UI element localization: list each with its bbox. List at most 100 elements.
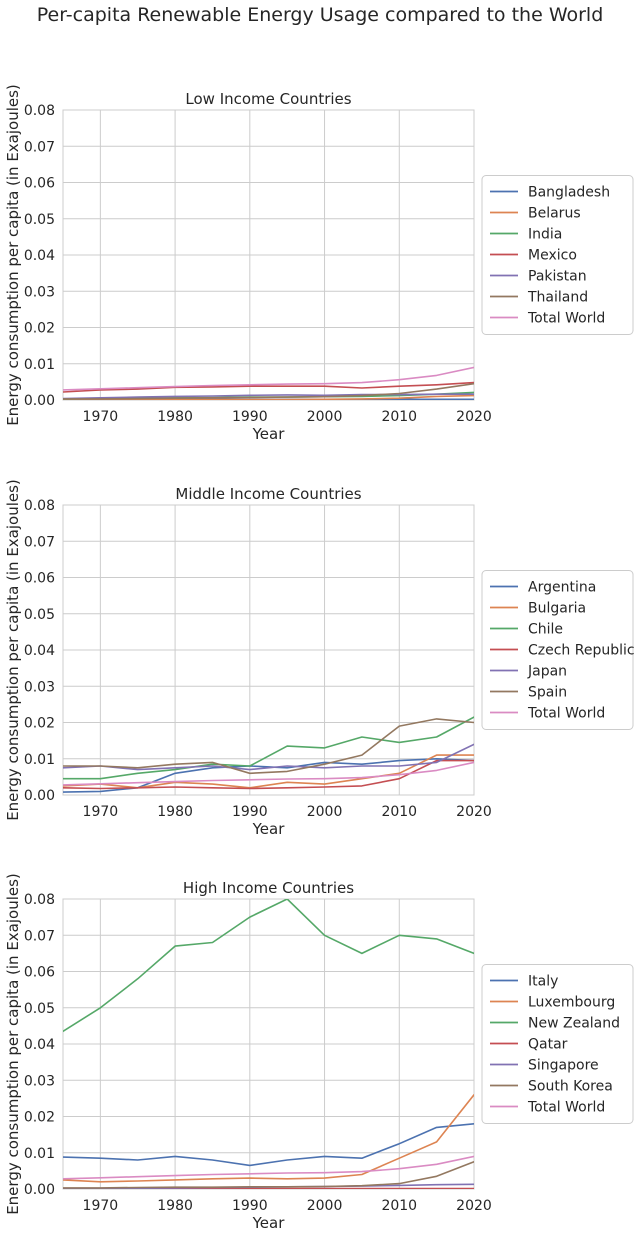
y-tick-label: 0.06 (24, 571, 55, 587)
x-tick-label: 2020 (456, 804, 492, 820)
chart-panel-2: 0.00 0.01 0.02 0.03 0.04 0.05 0.06 0.07 0.08 1970… (4, 479, 635, 838)
y-tick-label: 0.04 (24, 1037, 55, 1053)
y-tick-label: 0.01 (24, 752, 55, 768)
series-line-thailand (63, 382, 474, 400)
x-tick-label: 2000 (307, 1198, 343, 1214)
x-tick-label: 1990 (232, 409, 268, 425)
x-tick-label: 1970 (83, 804, 119, 820)
legend-label: Total World (527, 706, 605, 722)
y-tick-label: 0.07 (24, 534, 55, 550)
series-line-chile (63, 716, 474, 780)
series-line-italy (63, 1123, 474, 1167)
chart-title: Low Income Countries (185, 90, 351, 108)
y-tick-label: 0.01 (24, 1146, 55, 1162)
x-axis-label: Year (252, 1214, 286, 1232)
y-tick-label: 0.04 (24, 248, 55, 264)
y-tick-label: 0.05 (24, 607, 55, 623)
legend-label: New Zealand (528, 1016, 620, 1032)
y-tick-label: 0.03 (24, 284, 55, 300)
series-group (63, 716, 474, 793)
x-tick-label: 2020 (456, 409, 492, 425)
y-tick-label: 0.00 (24, 1182, 55, 1198)
x-axis-label: Year (252, 425, 286, 443)
x-tick-label: 2020 (456, 1198, 492, 1214)
x-tick-label: 1980 (157, 1198, 193, 1214)
x-tick-label: 1990 (232, 1198, 268, 1214)
x-axis-label: Year (252, 820, 286, 838)
x-tick-label: 2010 (381, 409, 417, 425)
series-line-pakistan (63, 393, 474, 400)
legend-label: Luxembourg (528, 995, 615, 1011)
legend-label: Mexico (528, 248, 577, 264)
x-tick-label: 1990 (232, 804, 268, 820)
series-line-south-korea (63, 1161, 474, 1189)
legend-label: Singapore (528, 1058, 599, 1074)
legend-label: Total World (527, 311, 605, 327)
series-line-total-world (63, 1155, 474, 1180)
legend-label: Italy (528, 974, 558, 990)
legend-label: Chile (528, 622, 563, 638)
y-tick-label: 0.00 (24, 788, 55, 804)
series-line-new-zealand (63, 899, 474, 1033)
y-tick-label: 0.07 (24, 928, 55, 944)
y-tick-label: 0.02 (24, 716, 55, 732)
series-line-luxembourg (63, 1094, 474, 1183)
chart-panels: 0.00 0.01 0.02 0.03 0.04 0.05 0.06 0.07 0.08 1970… (4, 84, 635, 1232)
series-group (63, 366, 474, 400)
series-line-belarus (63, 394, 474, 400)
y-tick-label: 0.04 (24, 643, 55, 659)
y-tick-label: 0.08 (24, 892, 55, 908)
legend: Argentina Bulgaria Chile Czech Republic Japa… (481, 570, 635, 730)
y-axis-label: Energy consumption per capita (in Exajou… (4, 84, 22, 426)
legend-box (481, 175, 634, 335)
legend-label: Thailand (527, 290, 588, 306)
y-axis-label: Energy consumption per capita (in Exajou… (4, 873, 22, 1215)
legend-box (481, 570, 634, 730)
x-tick-label: 2000 (307, 409, 343, 425)
legend-label: Czech Republic (528, 643, 635, 659)
legend-box (481, 964, 634, 1124)
y-tick-label: 0.08 (24, 103, 55, 119)
y-tick-label: 0.02 (24, 1110, 55, 1126)
y-tick-label: 0.02 (24, 321, 55, 337)
series-line-japan (63, 743, 474, 771)
legend-label: Japan (527, 664, 567, 680)
plot-area-frame (62, 504, 475, 796)
legend-label: Bulgaria (528, 601, 586, 617)
series-line-total-world (63, 761, 474, 786)
y-tick-label: 0.00 (24, 393, 55, 409)
y-axis-label: Energy consumption per capita (in Exajou… (4, 479, 22, 821)
y-tick-label: 0.03 (24, 679, 55, 695)
x-tick-label: 2010 (381, 804, 417, 820)
legend-label: Spain (528, 685, 567, 701)
legend-label: Pakistan (528, 269, 587, 285)
x-tick-label: 2010 (381, 1198, 417, 1214)
legend: Italy Luxembourg New Zealand Qatar Singapore… (481, 964, 634, 1124)
series-line-total-world (63, 366, 474, 391)
y-tick-label: 0.06 (24, 965, 55, 981)
legend: Bangladesh Belarus India Mexico Pakistan Thai… (481, 175, 634, 335)
chart-title: High Income Countries (183, 879, 354, 897)
legend-label: Qatar (528, 1037, 568, 1053)
series-line-mexico (63, 381, 474, 393)
legend-label: South Korea (528, 1079, 613, 1095)
x-tick-label: 1980 (157, 804, 193, 820)
x-tick-label: 2000 (307, 804, 343, 820)
x-tick-label: 1970 (83, 1198, 119, 1214)
legend-label: Bangladesh (528, 185, 610, 201)
y-tick-label: 0.01 (24, 357, 55, 373)
figure-title: Per-capita Renewable Energy Usage compar… (37, 4, 604, 26)
y-tick-label: 0.08 (24, 498, 55, 514)
y-tick-label: 0.07 (24, 139, 55, 155)
chart-title: Middle Income Countries (175, 485, 361, 503)
chart-panel-3: 0.00 0.01 0.02 0.03 0.04 0.05 0.06 0.07 0.08 1970… (4, 873, 634, 1232)
legend-label: Belarus (528, 206, 581, 222)
legend-label: Argentina (528, 580, 596, 596)
y-tick-label: 0.05 (24, 212, 55, 228)
y-tick-label: 0.06 (24, 176, 55, 192)
y-tick-label: 0.05 (24, 1001, 55, 1017)
series-line-czech-republic (63, 759, 474, 790)
chart-panel-1: 0.00 0.01 0.02 0.03 0.04 0.05 0.06 0.07 0.08 1970… (4, 84, 634, 443)
legend-label: India (528, 227, 562, 243)
